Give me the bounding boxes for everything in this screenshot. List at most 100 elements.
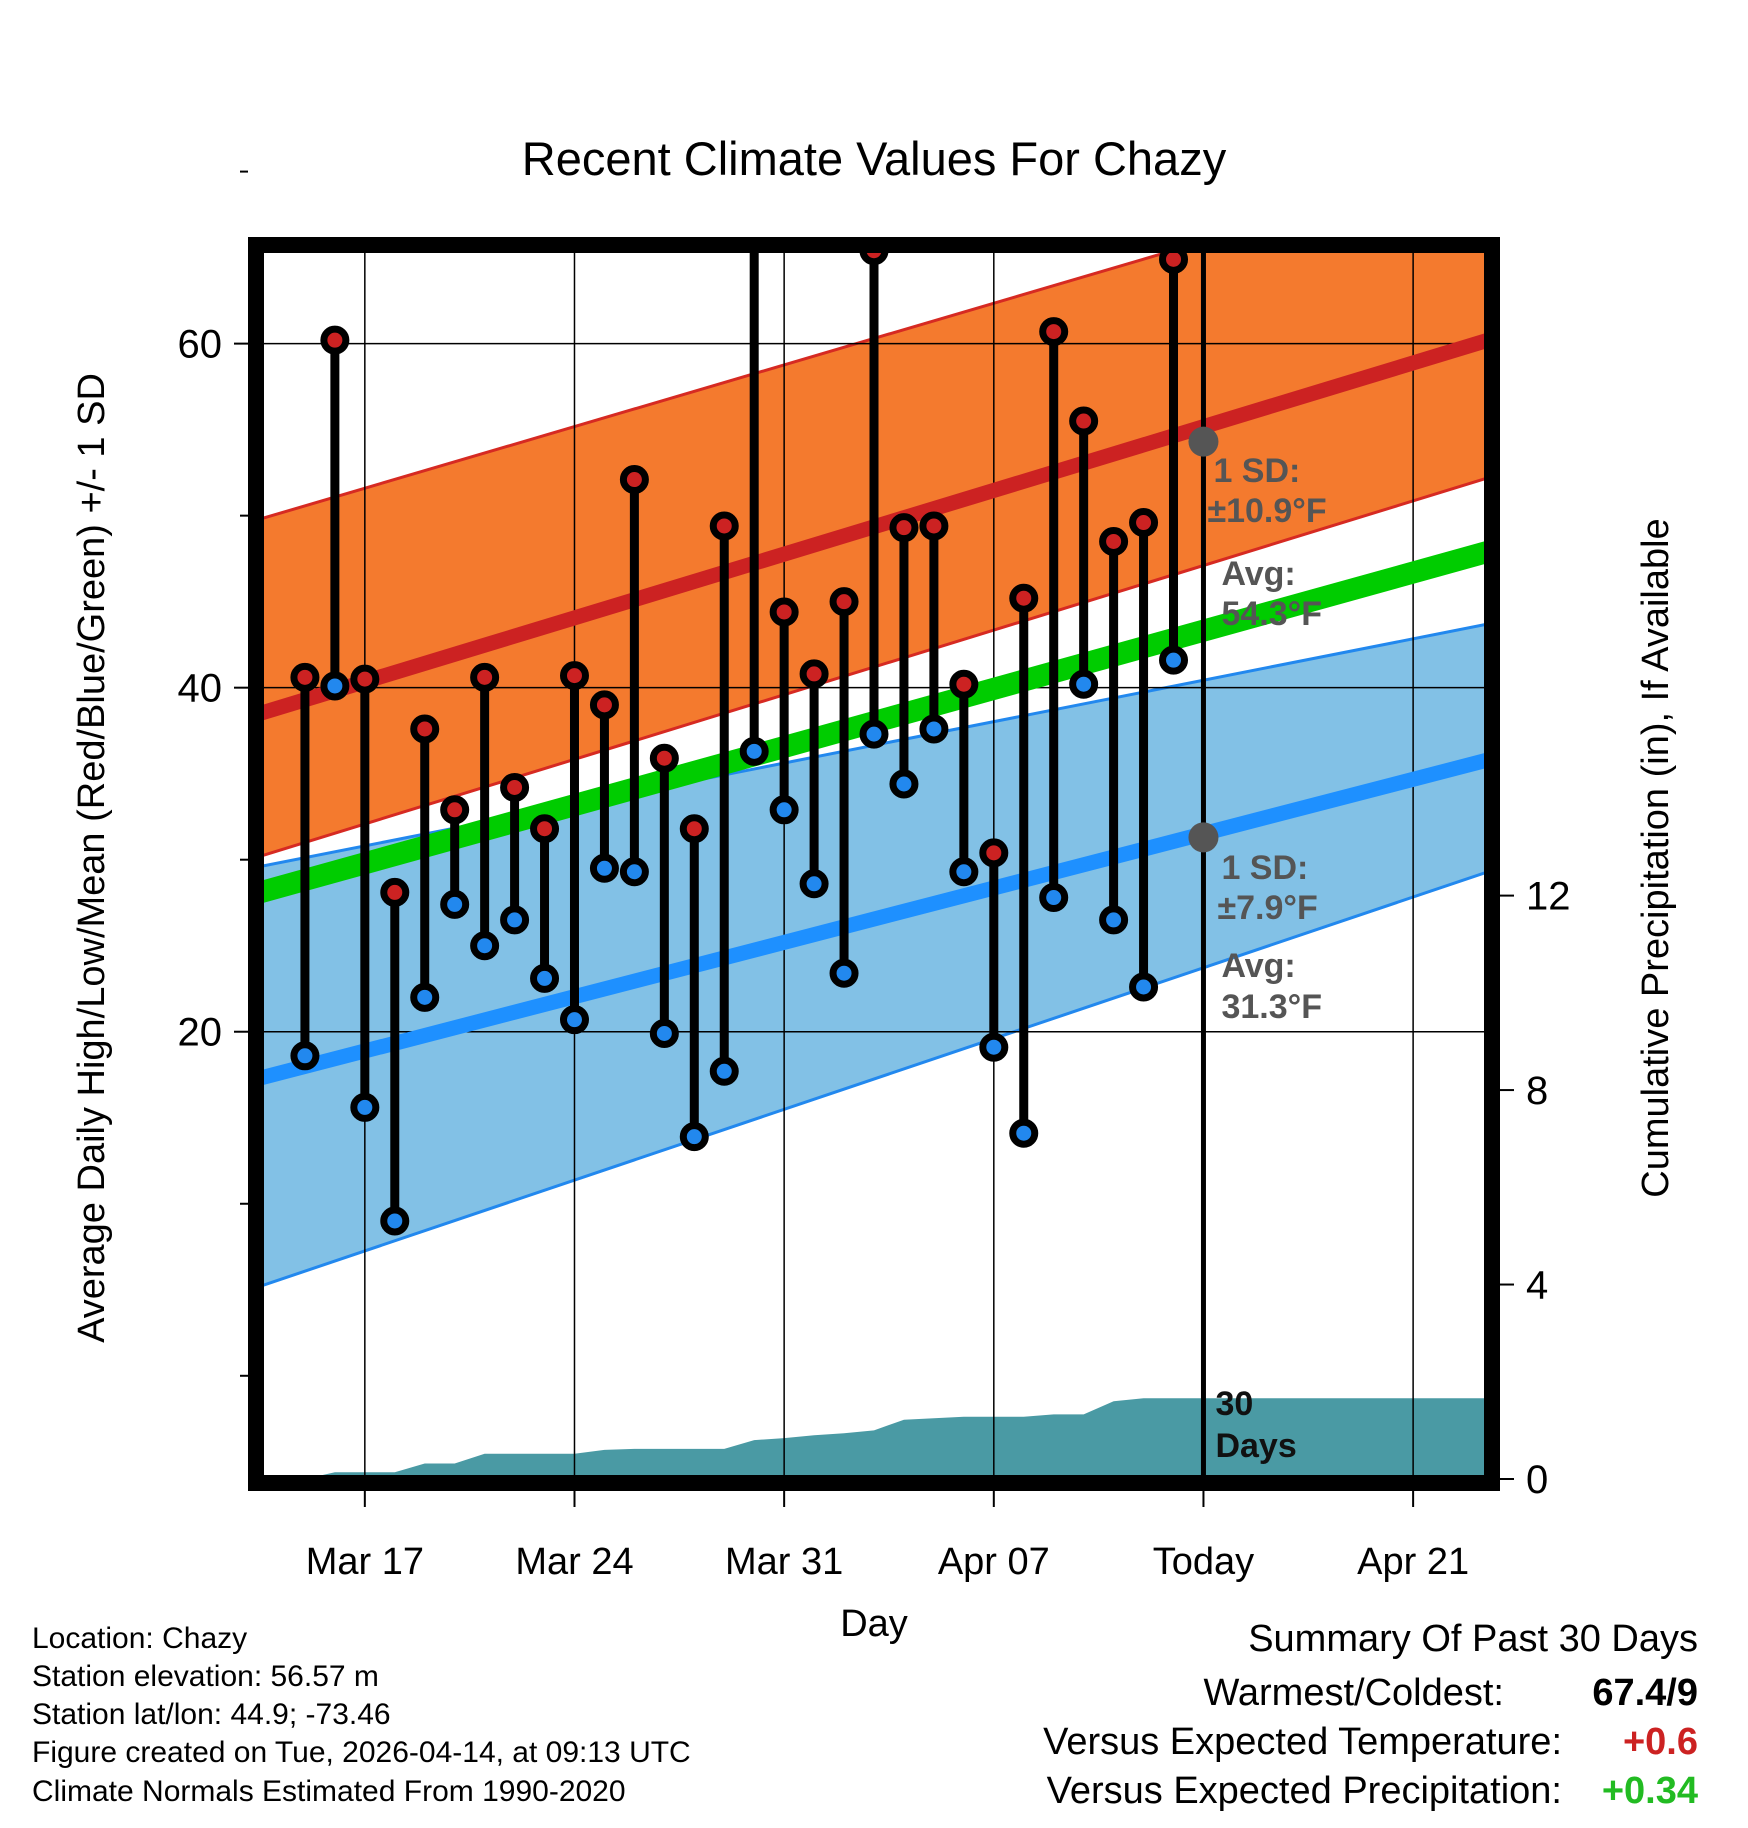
daily-low-point xyxy=(440,889,470,919)
daily-low-point xyxy=(530,963,560,993)
daily-low-point xyxy=(799,869,829,899)
summary-temp-label: Versus Expected Temperature: xyxy=(1043,1721,1562,1763)
daily-high-point xyxy=(1039,317,1069,347)
daily-low-point xyxy=(709,1056,739,1086)
y2-tick-label: 8 xyxy=(1526,1069,1548,1113)
daily-high-point xyxy=(350,664,380,694)
daily-low-point xyxy=(290,1041,320,1071)
daily-high-point xyxy=(290,662,320,692)
high-sd-value: ±10.9°F xyxy=(1207,492,1326,530)
high-avg-label: Avg: xyxy=(1221,555,1295,593)
precip-area xyxy=(274,1398,1488,1479)
high-avg-value: 54.3°F xyxy=(1221,595,1322,633)
daily-high-point xyxy=(530,814,560,844)
daily-low-point xyxy=(649,1018,679,1048)
daily-low-point xyxy=(350,1092,380,1122)
daily-high-point xyxy=(709,511,739,541)
summary-temp-value: +0.6 xyxy=(1622,1721,1698,1763)
x-tick-label: Mar 17 xyxy=(306,1541,424,1583)
daily-high-point xyxy=(649,743,679,773)
info-elevation: Station elevation: 56.57 m xyxy=(32,1660,379,1693)
plot-frame xyxy=(248,237,1500,1491)
daily-low-point xyxy=(679,1122,709,1152)
days-count: 30 xyxy=(1215,1385,1253,1423)
daily-low-point xyxy=(1039,883,1069,913)
info-created: Figure created on Tue, 2026-04-14, at 09… xyxy=(32,1736,691,1769)
y2-axis-label: Cumulative Precipitation (in), If Availa… xyxy=(1635,518,1677,1197)
daily-low-point xyxy=(380,1206,410,1236)
y-tick-label: 40 xyxy=(178,667,223,711)
daily-high-point xyxy=(500,772,530,802)
daily-low-point xyxy=(320,671,350,701)
low-avg-value: 31.3°F xyxy=(1221,988,1322,1026)
daily-low-point xyxy=(559,1005,589,1035)
y2-tick-label: 0 xyxy=(1526,1458,1548,1502)
normal-low-line xyxy=(260,752,1488,1086)
daily-high-point xyxy=(559,661,589,691)
y-tick-label: 20 xyxy=(178,1011,223,1055)
daily-low-point xyxy=(1009,1118,1039,1148)
daily-low-point xyxy=(1099,905,1129,935)
daily-low-point xyxy=(949,857,979,887)
summary-warm-cold-label: Warmest/Coldest: xyxy=(1203,1672,1504,1714)
low-sd-band-lower-edge xyxy=(260,870,1488,1288)
y-tick-label: 60 xyxy=(178,323,223,367)
y2-tick-label: 4 xyxy=(1526,1264,1548,1308)
daily-low-point xyxy=(470,931,500,961)
low-sd-band xyxy=(260,624,1488,1287)
today-high-avg-marker xyxy=(1188,426,1219,457)
days-label: Days xyxy=(1215,1427,1296,1465)
low-sd-label: 1 SD: xyxy=(1221,849,1308,887)
daily-high-point xyxy=(679,814,709,844)
daily-high-point xyxy=(979,838,1009,868)
daily-low-point xyxy=(769,795,799,825)
daily-high-point xyxy=(589,690,619,720)
low-avg-label: Avg: xyxy=(1221,947,1295,985)
daily-low-point xyxy=(589,853,619,883)
summary-title: Summary Of Past 30 Days xyxy=(1248,1618,1698,1660)
high-sd-label: 1 SD: xyxy=(1213,452,1300,490)
daily-high-point xyxy=(440,795,470,825)
daily-high-point xyxy=(1159,249,1189,274)
x-tick-label: Apr 07 xyxy=(938,1541,1050,1583)
daily-high-point xyxy=(829,587,859,617)
daily-high-point xyxy=(1099,526,1129,556)
daily-high-point xyxy=(1009,583,1039,613)
daily-high-point xyxy=(743,205,765,227)
info-location: Location: Chazy xyxy=(32,1622,248,1655)
daily-high-point xyxy=(619,465,649,495)
x-tick-label: Today xyxy=(1153,1541,1254,1583)
daily-high-point xyxy=(380,877,410,907)
daily-high-point xyxy=(1129,508,1159,538)
daily-high-point xyxy=(799,659,829,689)
plot-inner xyxy=(260,205,1488,1479)
daily-low-point xyxy=(889,769,919,799)
x-tick-label: Mar 31 xyxy=(725,1541,843,1583)
daily-high-point xyxy=(889,513,919,543)
daily-low-point xyxy=(1159,645,1189,675)
low-sd-value: ±7.9°F xyxy=(1217,889,1317,927)
daily-low-point xyxy=(1129,972,1159,1002)
daily-high-point xyxy=(410,714,440,744)
y2-tick-label: 12 xyxy=(1526,875,1571,919)
today-low-avg-marker xyxy=(1188,822,1219,853)
daily-low-point xyxy=(829,958,859,988)
info-latlon: Station lat/lon: 44.9; -73.46 xyxy=(32,1698,391,1731)
daily-high-point xyxy=(919,511,949,541)
summary-warm-cold-value: 67.4/9 xyxy=(1592,1672,1698,1714)
x-axis-label: Day xyxy=(840,1603,908,1645)
daily-low-point xyxy=(979,1032,1009,1062)
daily-high-point xyxy=(470,662,500,692)
daily-high-point xyxy=(1069,406,1099,436)
daily-low-point xyxy=(1069,669,1099,699)
info-normals: Climate Normals Estimated From 1990-2020 xyxy=(32,1775,626,1808)
x-tick-label: Apr 21 xyxy=(1357,1541,1469,1583)
y-axis-label: Average Daily High/Low/Mean (Red/Blue/Gr… xyxy=(71,373,113,1343)
daily-low-point xyxy=(859,719,889,749)
daily-low-point xyxy=(619,857,649,887)
summary-precip-value: +0.34 xyxy=(1601,1770,1698,1812)
daily-low-point xyxy=(919,714,949,744)
summary-precip-label: Versus Expected Precipitation: xyxy=(1046,1770,1562,1812)
daily-low-point xyxy=(410,982,440,1012)
